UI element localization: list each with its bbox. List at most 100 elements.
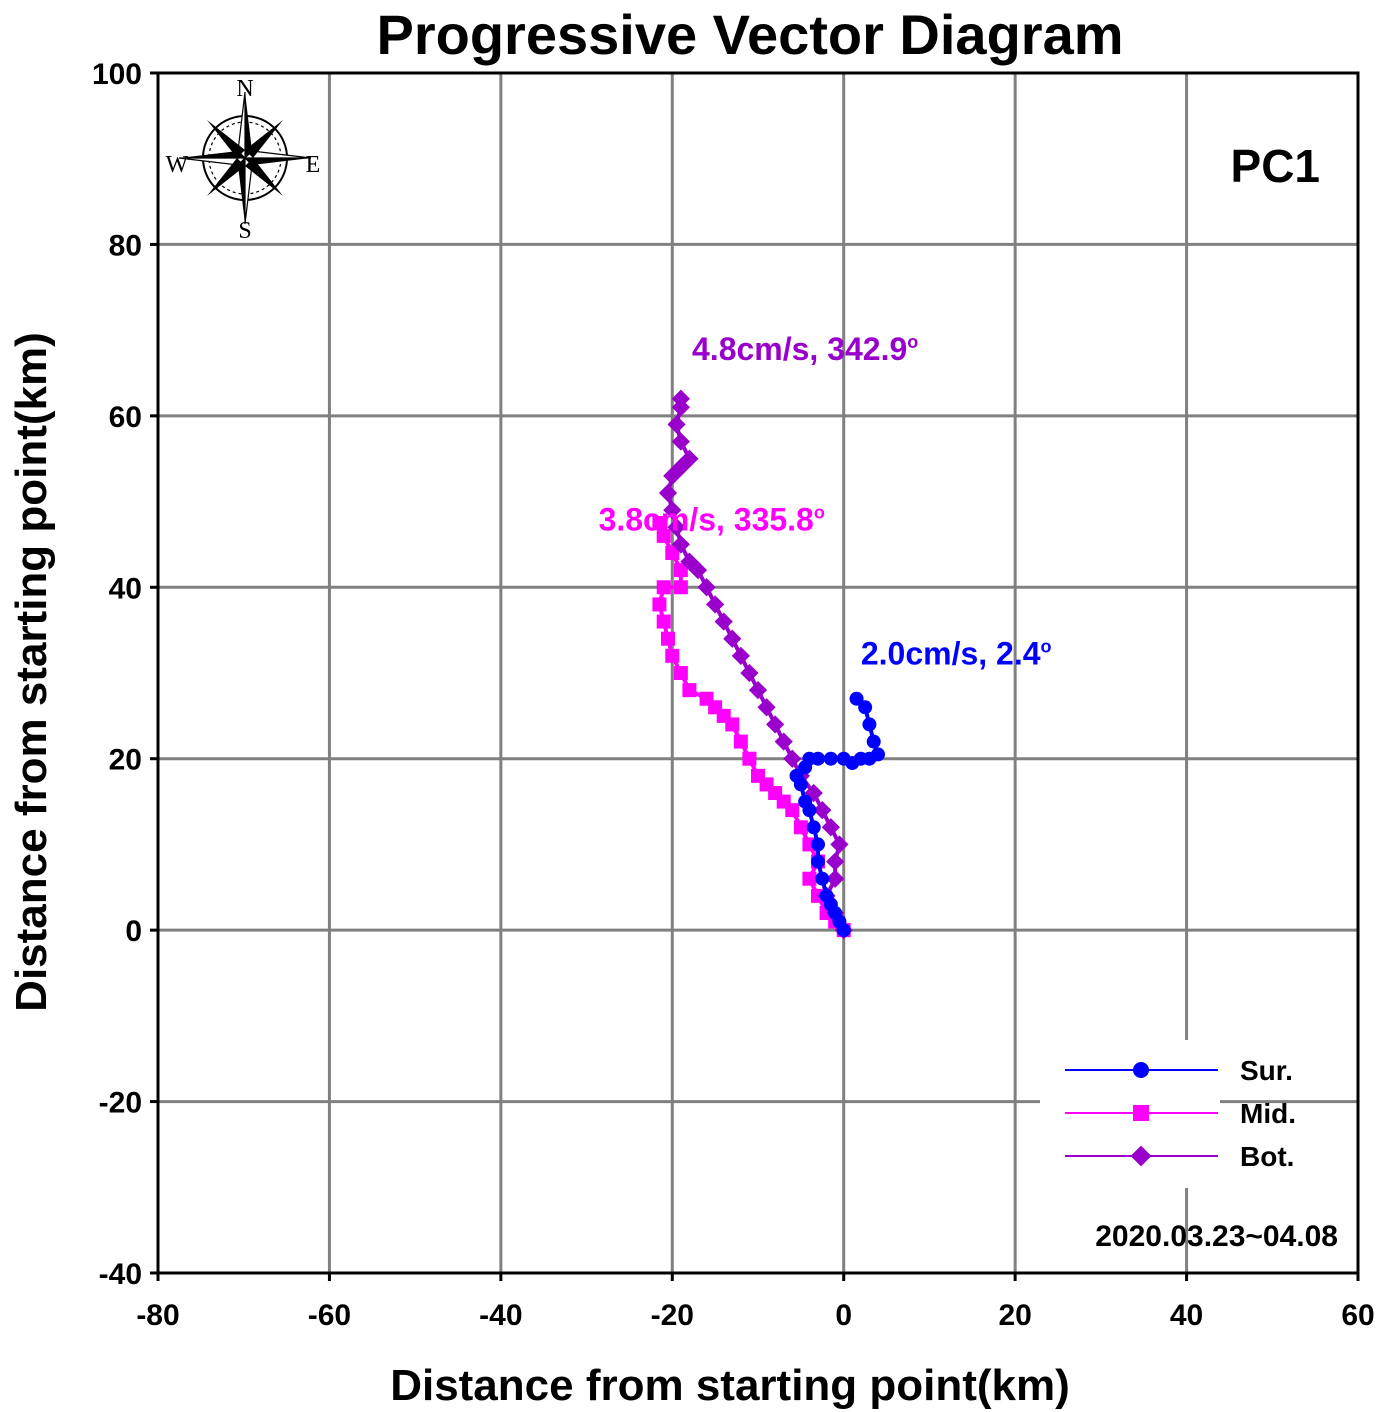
data-point xyxy=(665,648,680,663)
data-point xyxy=(826,852,845,871)
legend-marker xyxy=(1133,1062,1149,1078)
date-range-label: 2020.03.23~04.08 xyxy=(1095,1220,1338,1253)
x-tick-label: 60 xyxy=(1341,1299,1374,1332)
data-point xyxy=(789,768,804,783)
data-point xyxy=(731,646,750,665)
panel-label: PC1 xyxy=(1231,140,1320,192)
legend-item: Bot. xyxy=(1065,1141,1294,1172)
data-point xyxy=(806,820,821,835)
grid-lines xyxy=(156,71,1360,1275)
y-tick-label: 40 xyxy=(109,572,142,605)
data-point xyxy=(862,717,877,732)
chart-title: Progressive Vector Diagram xyxy=(376,3,1123,66)
legend-label: Bot. xyxy=(1240,1141,1294,1172)
data-point xyxy=(748,681,768,700)
series-annotation: 4.8cm/s, 342.9o xyxy=(692,331,918,367)
data-point xyxy=(823,751,838,766)
series-annotations: 2.0cm/s, 2.4o 3.8cm/s, 335.8o 4.8cm/s, 342… xyxy=(599,331,1052,671)
y-tick-label: -20 xyxy=(99,1087,142,1120)
y-tick-label: 0 xyxy=(125,915,142,948)
data-point xyxy=(793,820,808,835)
y-axis-label: Distance from starting point(km) xyxy=(7,332,56,1012)
series-annotation: 3.8cm/s, 335.8o xyxy=(599,502,825,538)
tick-labels: -80 -60 -40 -20 0 20 40 60 -40 -20 0 20 40 60 80 100 xyxy=(92,58,1375,1332)
data-point xyxy=(673,666,688,680)
legend-label: Mid. xyxy=(1240,1098,1296,1129)
data-point xyxy=(740,663,759,683)
degree-symbol: o xyxy=(907,332,918,352)
x-tick-label: 40 xyxy=(1170,1299,1203,1332)
data-point xyxy=(671,535,690,554)
data-point xyxy=(652,516,667,530)
data-point xyxy=(671,458,690,477)
x-tick-label: -40 xyxy=(479,1299,522,1332)
data-point xyxy=(830,835,849,854)
degree-symbol: o xyxy=(814,503,825,523)
x-tick-label: 20 xyxy=(998,1299,1031,1332)
x-tick-label: -20 xyxy=(651,1299,694,1332)
data-point xyxy=(802,871,817,886)
data-point xyxy=(766,715,785,734)
data-point xyxy=(821,818,840,837)
data-point xyxy=(688,561,708,580)
data-point xyxy=(783,749,802,768)
data-point xyxy=(658,483,678,503)
y-tick-label: 60 xyxy=(109,401,142,434)
data-point xyxy=(849,691,864,706)
data-point xyxy=(673,563,688,578)
data-point xyxy=(665,546,680,560)
data-point xyxy=(656,614,671,629)
compass-n: N xyxy=(236,76,253,102)
data-point xyxy=(804,783,823,803)
data-point xyxy=(697,578,716,597)
data-point xyxy=(858,700,873,715)
x-tick-label: -80 xyxy=(136,1299,179,1332)
x-tick-label: -60 xyxy=(308,1299,351,1332)
plot-frame xyxy=(156,71,1360,1275)
series-layer xyxy=(652,389,885,940)
x-tick-label: 0 xyxy=(835,1299,852,1332)
x-axis-label: Distance from starting point(km) xyxy=(390,1361,1070,1410)
series-annotation: 2.0cm/s, 2.4o xyxy=(861,635,1052,671)
data-point xyxy=(798,794,813,809)
data-point xyxy=(757,698,776,717)
data-point xyxy=(656,580,671,595)
data-point xyxy=(733,734,748,749)
data-point xyxy=(815,871,830,886)
data-point xyxy=(714,612,733,631)
data-point xyxy=(706,595,725,614)
compass-s: S xyxy=(238,218,251,244)
y-tick-label: 80 xyxy=(109,229,142,262)
data-point xyxy=(813,801,832,820)
data-point xyxy=(671,432,690,451)
data-point xyxy=(661,631,675,646)
series-sur xyxy=(789,691,885,938)
data-point xyxy=(811,751,825,766)
legend: Sur. Mid. Bot. xyxy=(1040,1040,1296,1188)
data-point xyxy=(680,449,699,468)
compass-e: E xyxy=(306,152,321,178)
series-mid xyxy=(652,516,851,938)
legend-item: Sur. xyxy=(1065,1055,1293,1086)
compass-rose-icon: N S E W xyxy=(166,76,321,244)
data-point xyxy=(871,747,885,762)
data-point xyxy=(682,683,697,698)
data-point xyxy=(667,518,686,537)
data-point xyxy=(699,691,714,706)
data-point xyxy=(667,415,686,434)
degree-symbol: o xyxy=(1041,636,1052,656)
legend-label: Sur. xyxy=(1240,1055,1293,1086)
legend-marker xyxy=(1133,1105,1149,1121)
data-point xyxy=(811,854,825,869)
legend-marker xyxy=(1130,1145,1152,1167)
data-point xyxy=(774,732,793,751)
data-point xyxy=(811,837,825,852)
data-point xyxy=(742,751,757,766)
data-point xyxy=(673,580,688,595)
y-tick-label: -40 xyxy=(99,1258,142,1291)
data-point xyxy=(652,597,667,612)
compass-w: W xyxy=(166,152,189,178)
y-tick-label: 20 xyxy=(109,744,142,777)
data-point xyxy=(663,501,682,520)
